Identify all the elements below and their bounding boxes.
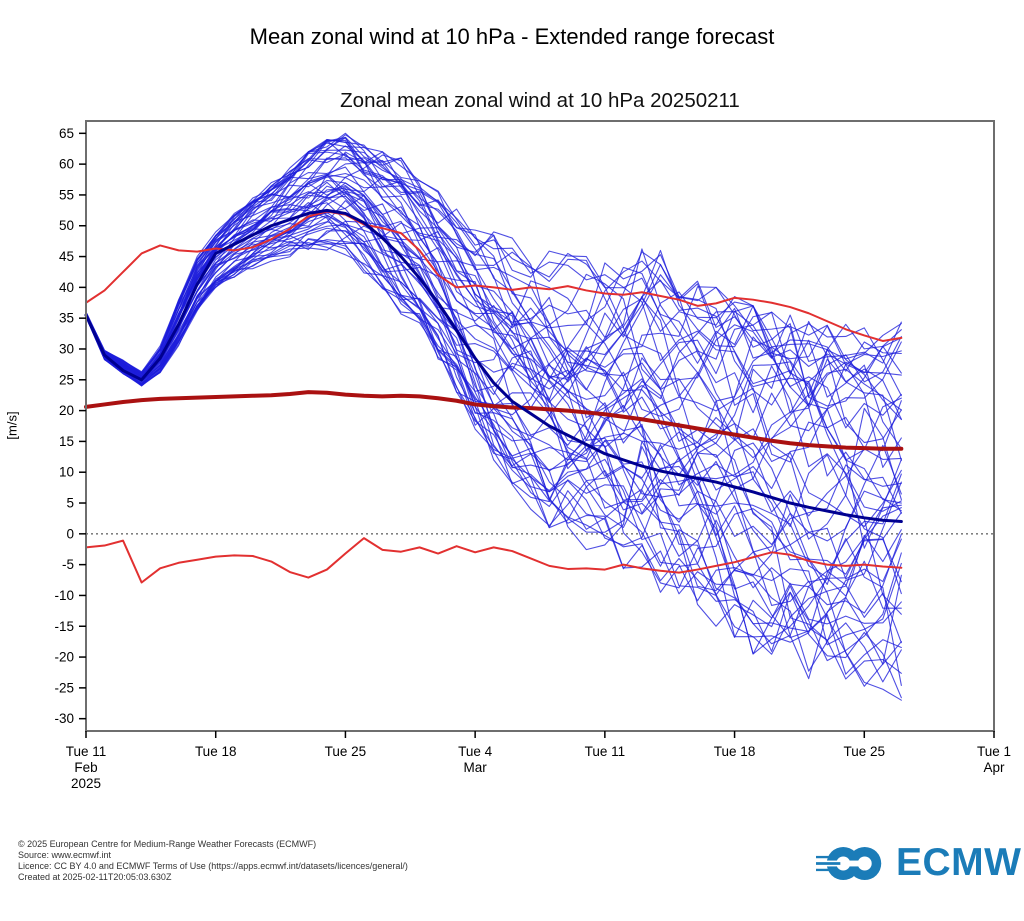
svg-text:60: 60 — [59, 157, 74, 172]
svg-text:Tue 11: Tue 11 — [585, 744, 626, 759]
svg-text:25: 25 — [59, 372, 74, 387]
svg-text:-10: -10 — [54, 588, 74, 603]
plot-area: 65 60 55 50 45 40 35 30 25 20 15 10 5 0 -5 -10 -15 -20 -25… — [54, 120, 1011, 791]
svg-text:65: 65 — [59, 126, 74, 141]
forecast-plot-svg: 65605550454035302520151050-5-10-15-20-25… — [54, 120, 1011, 791]
svg-text:Tue 4: Tue 4 — [458, 744, 493, 759]
svg-text:55: 55 — [59, 187, 74, 202]
svg-text:5: 5 — [66, 496, 74, 511]
svg-text:15: 15 — [59, 434, 74, 449]
y-axis-label: [m/s] — [4, 411, 20, 440]
svg-text:50: 50 — [59, 218, 74, 233]
chart-title: Zonal mean zonal wind at 10 hPa 20250211 — [340, 89, 740, 112]
svg-text:-30: -30 — [54, 711, 74, 726]
svg-text:Feb: Feb — [74, 760, 97, 775]
ecmwf-logo: ECMWF — [816, 839, 1024, 887]
svg-text:-5: -5 — [62, 557, 74, 572]
ecmwf-logo-text: ECMWF — [896, 841, 1024, 884]
svg-text:20: 20 — [59, 403, 74, 418]
svg-text:Tue 1: Tue 1 — [977, 744, 1011, 759]
svg-text:45: 45 — [59, 249, 74, 264]
svg-text:Tue 18: Tue 18 — [714, 744, 756, 759]
footer-line-licence: Licence: CC BY 4.0 and ECMWF Terms of Us… — [18, 861, 408, 871]
svg-text:40: 40 — [59, 280, 74, 295]
svg-text:10: 10 — [59, 465, 74, 480]
svg-text:Tue 18: Tue 18 — [195, 744, 237, 759]
footer-line-created: Created at 2025-02-11T20:05:03.630Z — [18, 872, 172, 882]
footer-line-source: Source: www.ecmwf.int — [18, 850, 112, 860]
svg-text:Tue 25: Tue 25 — [325, 744, 367, 759]
svg-text:Tue 25: Tue 25 — [844, 744, 886, 759]
svg-text:Mar: Mar — [464, 760, 488, 775]
svg-text:-20: -20 — [54, 650, 74, 665]
page-title: Mean zonal wind at 10 hPa - Extended ran… — [249, 24, 775, 49]
svg-text:0: 0 — [66, 526, 74, 541]
ecmwf-logo-icon — [816, 846, 882, 880]
footer-credits: © 2025 European Centre for Medium-Range … — [18, 839, 408, 883]
svg-text:35: 35 — [59, 311, 74, 326]
svg-text:-25: -25 — [54, 680, 74, 695]
svg-text:2025: 2025 — [71, 776, 101, 791]
footer-line-copyright: © 2025 European Centre for Medium-Range … — [18, 839, 317, 849]
svg-text:-15: -15 — [54, 619, 74, 634]
svg-text:30: 30 — [59, 341, 74, 356]
svg-text:Apr: Apr — [983, 760, 1005, 775]
svg-text:Tue 11: Tue 11 — [66, 744, 107, 759]
